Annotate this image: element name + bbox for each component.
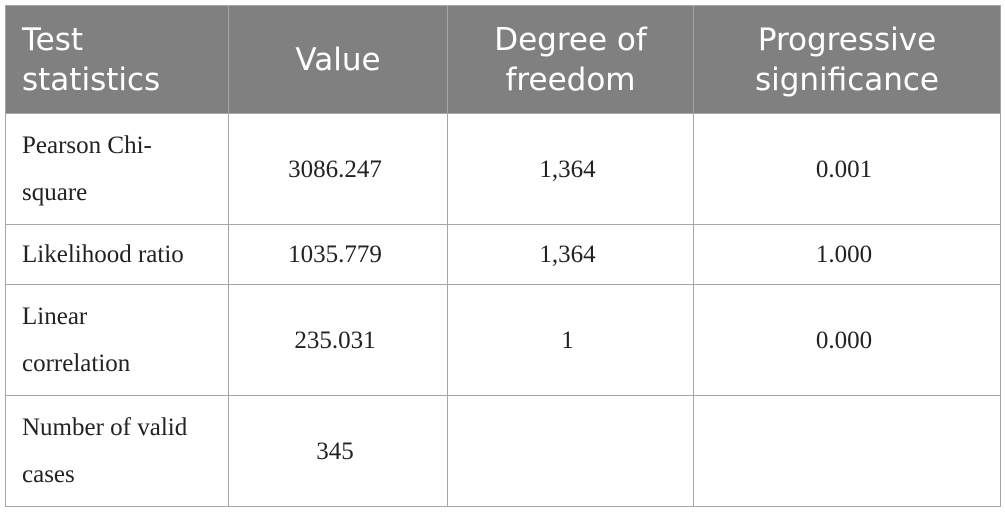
header-cell: Progressive significance [693,5,1001,114]
stats-table: Test statistics Value Degree of freedom Pro… [5,5,1001,507]
table-cell: 0.000 [693,284,1001,396]
table-cell: 0.001 [693,113,1001,225]
table-cell: 235.031 [228,284,448,396]
table-row: Linear correlation 235.031 1 0.000 [5,284,1001,396]
table-cell: 1 [447,284,694,396]
table-cell: 345 [228,395,448,507]
header-cell: Degree of freedom [447,5,694,114]
table-cell: Number of valid cases [5,395,229,507]
table-cell: 1,364 [447,224,694,285]
table-cell: 1.000 [693,224,1001,285]
empty-cell [693,395,1001,507]
header-row: Test statistics Value Degree of freedom Pro… [5,5,1001,114]
header-cell: Value [228,5,448,114]
table-body: Pearson Chi-square 3086.247 1,364 0.001 Like… [5,113,1001,507]
table-row: Number of valid cases 345 [5,395,1001,507]
table-cell: 3086.247 [228,113,448,225]
header-cell: Test statistics [5,5,229,114]
table-cell: Linear correlation [5,284,229,396]
table-row: Pearson Chi-square 3086.247 1,364 0.001 [5,113,1001,225]
table-cell: Likelihood ratio [5,224,229,285]
table-cell: Pearson Chi-square [5,113,229,225]
table-cell: 1035.779 [228,224,448,285]
table-cell: 1,364 [447,113,694,225]
empty-cell [447,395,694,507]
table-row: Likelihood ratio 1035.779 1,364 1.000 [5,224,1001,285]
